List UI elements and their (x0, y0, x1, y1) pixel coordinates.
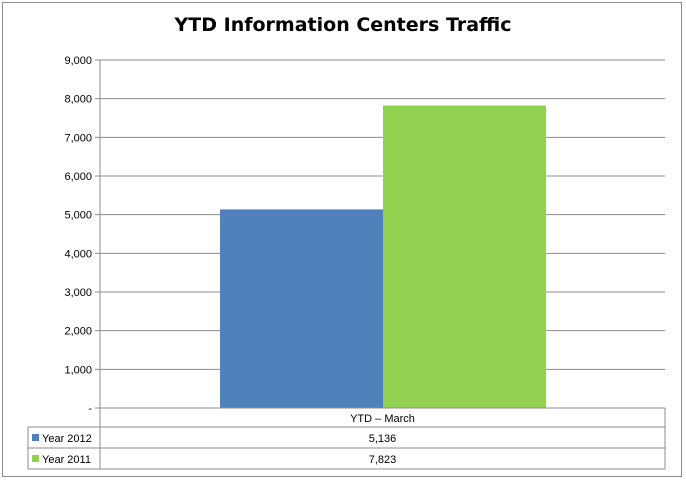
data-table: YTD – March Year 2012 5,136 Year 2011 7,823 (27, 407, 666, 470)
y-tick-label: 2,000 (64, 326, 92, 338)
bar-year-2011 (383, 105, 546, 408)
y-tick-label: 5,000 (64, 210, 92, 222)
bars (220, 105, 546, 408)
legend-swatch (32, 455, 39, 462)
y-axis-ticks: - 1,000 2,000 3,000 4,000 5,000 6,000 7,000 8,00… (64, 55, 101, 415)
y-tick-label: 9,000 (64, 55, 92, 67)
y-tick-label: 7,000 (64, 132, 92, 144)
y-tick-label: 6,000 (64, 171, 92, 183)
y-tick-label: 8,000 (64, 94, 92, 106)
legend-swatch (32, 434, 39, 441)
y-tick-label: 4,000 (64, 248, 92, 260)
bar-year-2012 (220, 209, 383, 408)
y-tick-label: 3,000 (64, 287, 92, 299)
data-value-label: 5,136 (369, 433, 397, 445)
legend-label: Year 2011 (42, 454, 91, 466)
x-category-label: YTD – March (350, 413, 415, 425)
legend-label: Year 2012 (42, 433, 92, 445)
y-tick-label: - (88, 403, 92, 415)
data-value-label: 7,823 (369, 454, 397, 466)
y-tick-label: 1,000 (64, 364, 92, 376)
chart-title: YTD Information Centers Traffic (174, 14, 512, 36)
